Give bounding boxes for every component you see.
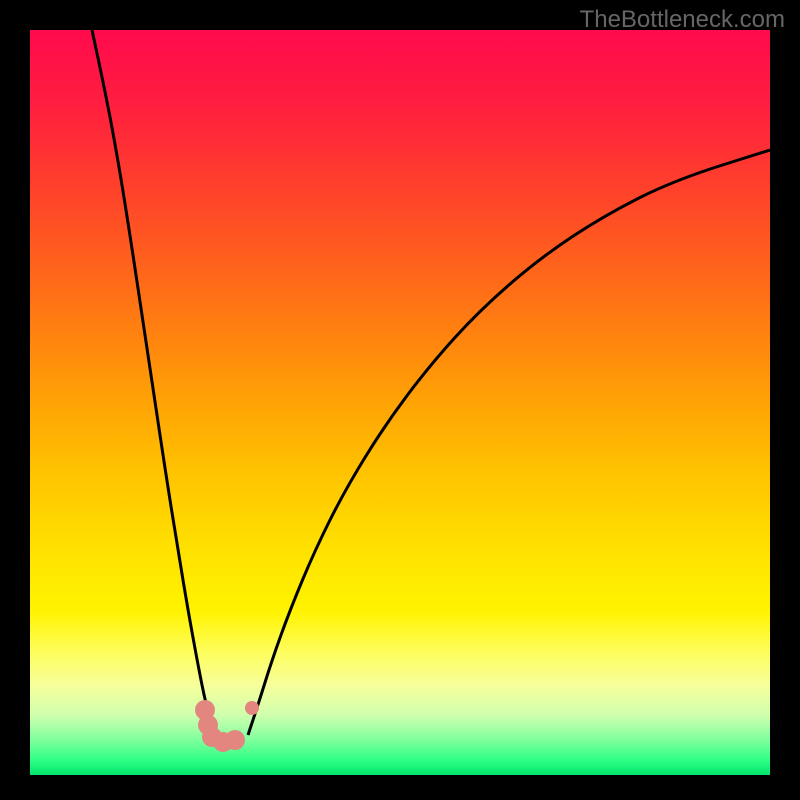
left-curve (92, 30, 215, 735)
watermark-text: TheBottleneck.com (580, 6, 785, 34)
chart-plot-area (30, 30, 770, 775)
bottleneck-curves (30, 30, 770, 775)
bottleneck-markers (195, 700, 259, 752)
right-curve (248, 150, 770, 735)
